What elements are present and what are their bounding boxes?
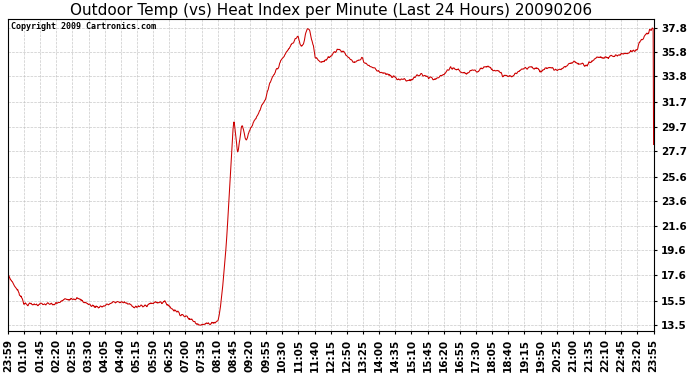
Text: Copyright 2009 Cartronics.com: Copyright 2009 Cartronics.com bbox=[11, 22, 156, 31]
Title: Outdoor Temp (vs) Heat Index per Minute (Last 24 Hours) 20090206: Outdoor Temp (vs) Heat Index per Minute … bbox=[70, 3, 592, 18]
